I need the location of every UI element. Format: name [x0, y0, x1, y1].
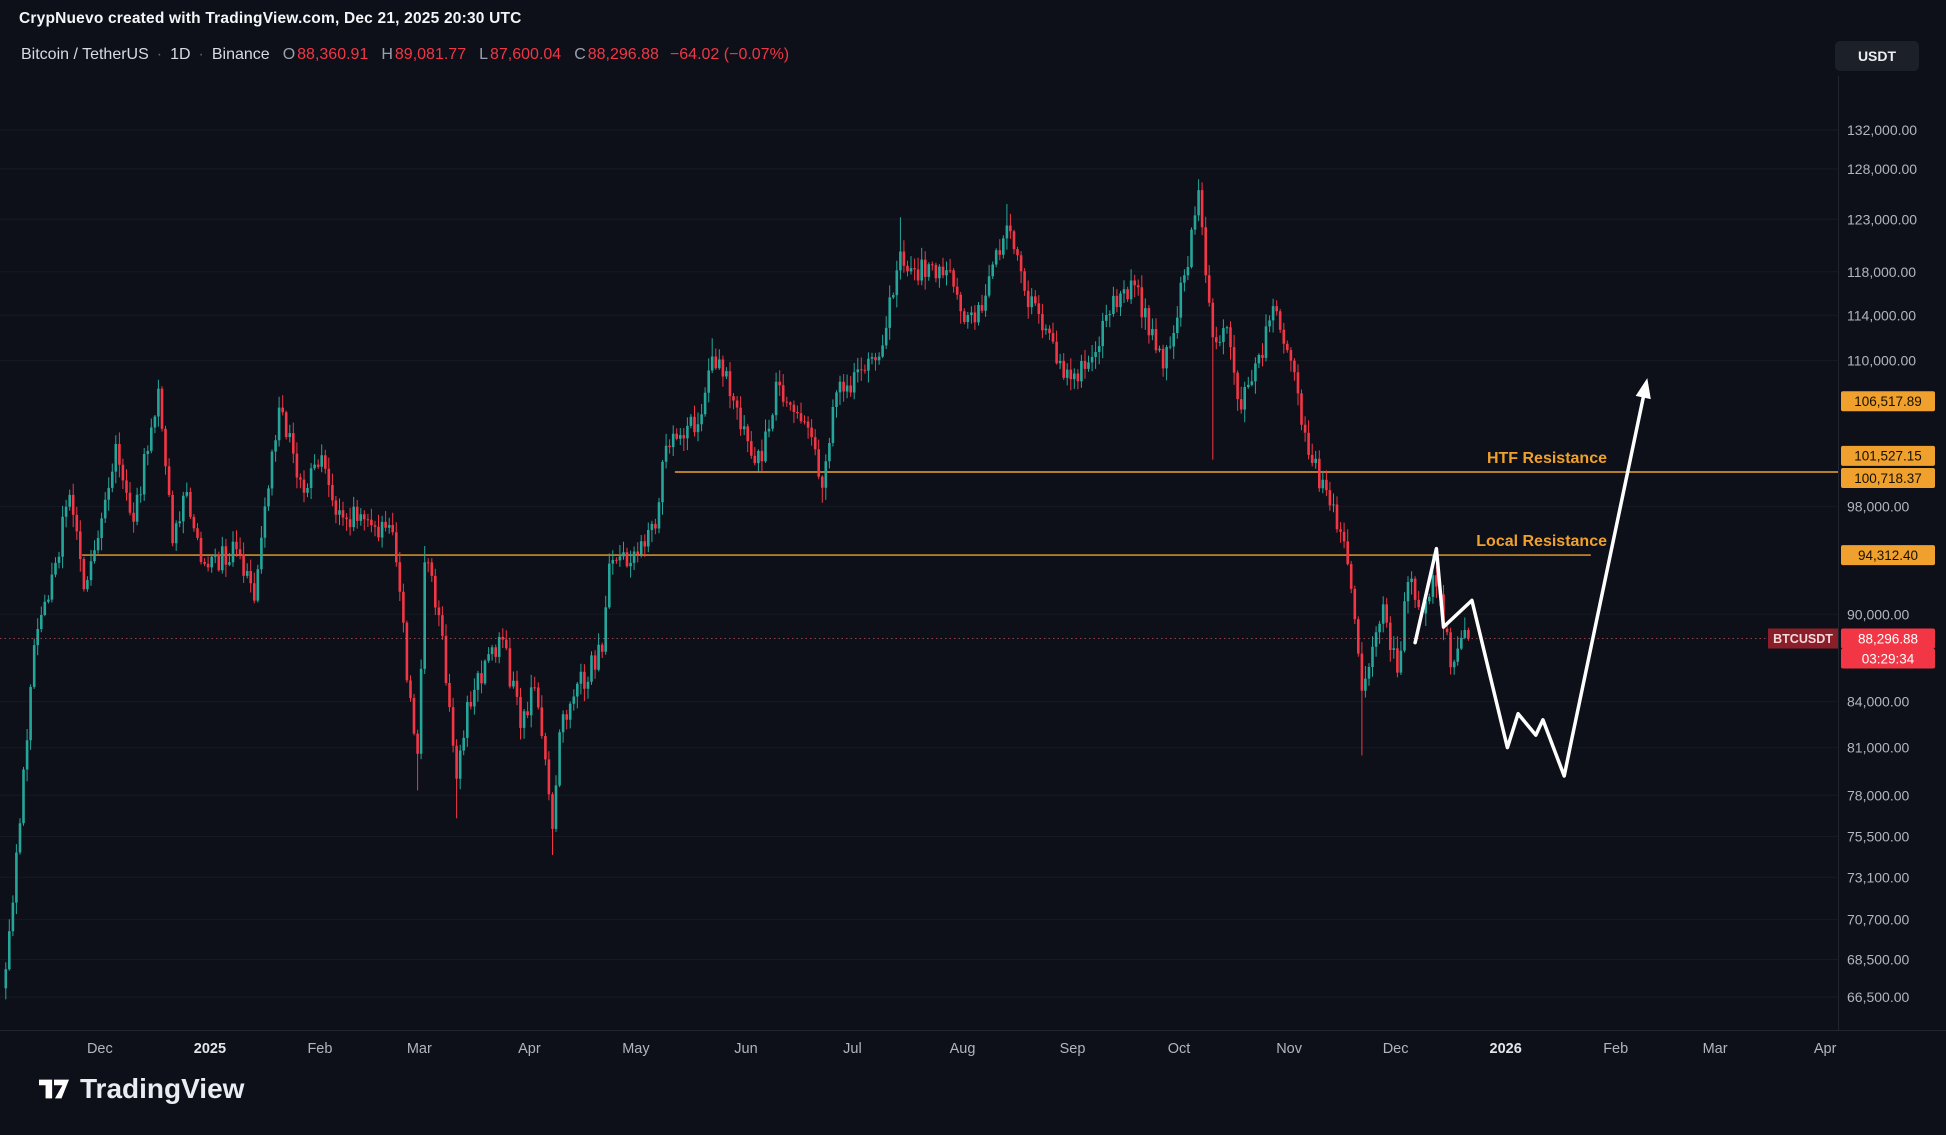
legend-separator: ·	[198, 46, 204, 63]
candles	[4, 179, 1470, 1000]
svg-text:Feb: Feb	[1603, 1041, 1628, 1057]
projection-path[interactable]	[1413, 383, 1648, 778]
symbol-chip	[1768, 628, 1838, 649]
exchange-label[interactable]: Binance	[211, 46, 270, 63]
open-value: 88,360.91	[297, 46, 369, 63]
svg-text:90,000.00: 90,000.00	[1847, 606, 1909, 622]
close-label: C	[574, 46, 586, 63]
svg-text:Aug: Aug	[950, 1041, 976, 1057]
svg-text:2026: 2026	[1490, 1041, 1522, 1057]
svg-text:81,000.00: 81,000.00	[1847, 740, 1909, 756]
open-label: O	[282, 46, 296, 63]
tradingview-icon	[39, 1079, 69, 1099]
svg-text:Apr: Apr	[518, 1041, 541, 1057]
symbol-legend: Bitcoin / TetherUS · 1D · Binance O 88,3…	[21, 46, 789, 64]
svg-text:2025: 2025	[194, 1041, 226, 1057]
svg-text:73,100.00: 73,100.00	[1847, 869, 1909, 885]
svg-text:Sep: Sep	[1060, 1041, 1086, 1057]
svg-text:66,500.00: 66,500.00	[1847, 989, 1909, 1005]
tradingview-logo-text: TradingView	[80, 1073, 245, 1104]
svg-text:Jul: Jul	[843, 1041, 862, 1057]
svg-text:03:29:34: 03:29:34	[1862, 651, 1915, 666]
svg-text:Mar: Mar	[1703, 1041, 1728, 1057]
svg-text:118,000.00: 118,000.00	[1847, 264, 1916, 280]
svg-text:Apr: Apr	[1814, 1041, 1837, 1057]
symbol-title[interactable]: Bitcoin / TetherUS	[21, 46, 149, 63]
svg-text:101,527.15: 101,527.15	[1854, 449, 1922, 464]
high-value: 89,081.77	[394, 46, 467, 63]
svg-text:78,000.00: 78,000.00	[1847, 787, 1909, 803]
close-value: 88,296.88	[587, 46, 659, 63]
svg-text:Dec: Dec	[87, 1041, 113, 1057]
svg-text:110,000.00: 110,000.00	[1847, 353, 1916, 369]
svg-text:HTF Resistance: HTF Resistance	[1487, 450, 1607, 467]
svg-text:BTCUSDT: BTCUSDT	[1773, 632, 1833, 646]
svg-text:88,296.88: 88,296.88	[1858, 631, 1918, 646]
svg-text:106,517.89: 106,517.89	[1854, 394, 1922, 409]
low-value: 87,600.04	[490, 46, 562, 63]
price-axis[interactable]: 132,000.00 128,000.00 123,000.00 118,000.00…	[1847, 122, 1917, 1005]
legend-separator: ·	[156, 46, 163, 63]
svg-text:75,500.00: 75,500.00	[1847, 828, 1909, 844]
svg-text:Dec: Dec	[1383, 1041, 1409, 1057]
change-value: −64.02 (−0.07%)	[669, 46, 790, 63]
svg-text:Local Resistance: Local Resistance	[1476, 533, 1607, 550]
svg-text:94,312.40: 94,312.40	[1858, 548, 1918, 563]
level-labels: HTF Resistance Local Resistance	[1476, 450, 1607, 550]
time-axis[interactable]: Dec 2025 Feb Mar Apr May Jun Jul Aug Sep Oct Nov Dec…	[87, 1041, 1837, 1057]
branding-bar: CrypNuevo created with TradingView.com, …	[0, 0, 1946, 38]
svg-text:123,000.00: 123,000.00	[1847, 211, 1917, 227]
svg-text:84,000.00: 84,000.00	[1847, 694, 1909, 710]
svg-text:100,718.37: 100,718.37	[1854, 471, 1922, 486]
svg-text:May: May	[622, 1041, 650, 1057]
svg-text:Mar: Mar	[407, 1041, 432, 1057]
resistance-level-lines[interactable]	[82, 471, 1838, 556]
svg-text:98,000.00: 98,000.00	[1847, 499, 1909, 515]
tradingview-logo[interactable]: TradingView	[38, 1073, 244, 1105]
high-label: H	[381, 46, 393, 63]
projection-arrowhead	[1635, 378, 1651, 400]
interval-label[interactable]: 1D	[170, 46, 191, 63]
svg-text:68,500.00: 68,500.00	[1847, 952, 1909, 968]
svg-text:Jun: Jun	[734, 1041, 757, 1057]
svg-text:Feb: Feb	[307, 1041, 332, 1057]
svg-text:Nov: Nov	[1276, 1041, 1303, 1057]
svg-text:Oct: Oct	[1168, 1041, 1191, 1057]
currency-toggle-button[interactable]: USDT	[1835, 41, 1919, 71]
branding-text: CrypNuevo created with TradingView.com, …	[19, 10, 522, 27]
svg-text:70,700.00: 70,700.00	[1847, 912, 1909, 928]
grid-lines	[0, 129, 1838, 998]
svg-text:132,000.00: 132,000.00	[1847, 122, 1917, 138]
svg-text:114,000.00: 114,000.00	[1847, 307, 1916, 323]
svg-text:128,000.00: 128,000.00	[1847, 161, 1917, 177]
low-label: L	[479, 46, 488, 63]
price-axis-badges: 100,718.37 94,312.40 106,517.89 101,527.15 B…	[1768, 391, 1935, 669]
symbol-legend-bar: Bitcoin / TetherUS · 1D · Binance O 88,3…	[0, 38, 1946, 72]
